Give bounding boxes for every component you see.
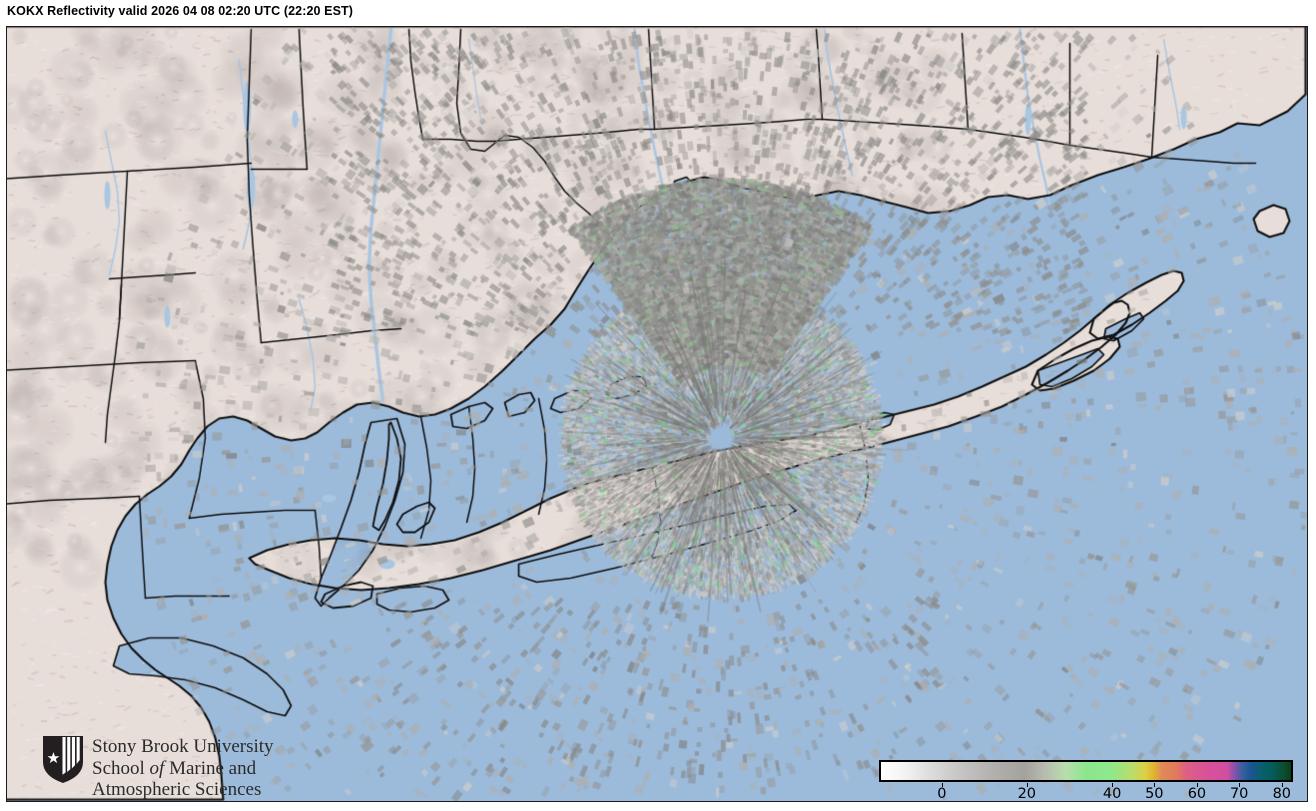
stony-brook-logo: Stony Brook University School of Marine … bbox=[43, 736, 274, 801]
colorbar-tick-label: 40 bbox=[1102, 786, 1122, 802]
reflectivity-colorbar[interactable]: 0 20 40 50 60 70 80 bbox=[879, 760, 1293, 802]
colorbar-tick bbox=[1026, 783, 1028, 787]
logo-line-2: School of Marine and bbox=[92, 758, 274, 780]
colorbar-tick-axis: 0 20 40 50 60 70 80 bbox=[879, 783, 1293, 802]
logo-line-2-post: Marine and bbox=[164, 757, 257, 779]
colorbar-tick-label: 60 bbox=[1187, 786, 1207, 802]
colorbar-tick-label: 70 bbox=[1229, 786, 1249, 802]
colorbar-tick bbox=[1112, 783, 1114, 787]
colorbar-tick bbox=[1196, 783, 1198, 787]
colorbar-gradient bbox=[881, 762, 1291, 780]
radar-map-frame[interactable]: Stony Brook University School of Marine … bbox=[6, 26, 1308, 802]
colorbar-tick bbox=[1239, 783, 1241, 787]
colorbar-tick-label: 0 bbox=[937, 786, 947, 802]
colorbar-tick bbox=[1154, 783, 1156, 787]
radar-map-canvas[interactable] bbox=[7, 27, 1307, 801]
logo-line-1: Stony Brook University bbox=[92, 736, 274, 757]
colorbar-tick bbox=[941, 783, 943, 787]
page-title: KOKX Reflectivity valid 2026 04 08 02:20… bbox=[7, 4, 354, 18]
colorbar-tick-label: 50 bbox=[1145, 786, 1164, 802]
colorbar-swatch[interactable] bbox=[879, 760, 1293, 782]
colorbar-tick-label: 20 bbox=[1017, 786, 1037, 802]
shield-icon bbox=[43, 736, 83, 783]
logo-line-3: Atmospheric Sciences bbox=[92, 779, 262, 800]
colorbar-tick bbox=[1281, 783, 1283, 787]
logo-line-2-pre: School bbox=[92, 757, 150, 779]
logo-line-2-em: of bbox=[149, 757, 165, 779]
logo-text: Stony Brook University School of Marine … bbox=[92, 736, 274, 801]
colorbar-tick-label: 80 bbox=[1272, 786, 1292, 802]
